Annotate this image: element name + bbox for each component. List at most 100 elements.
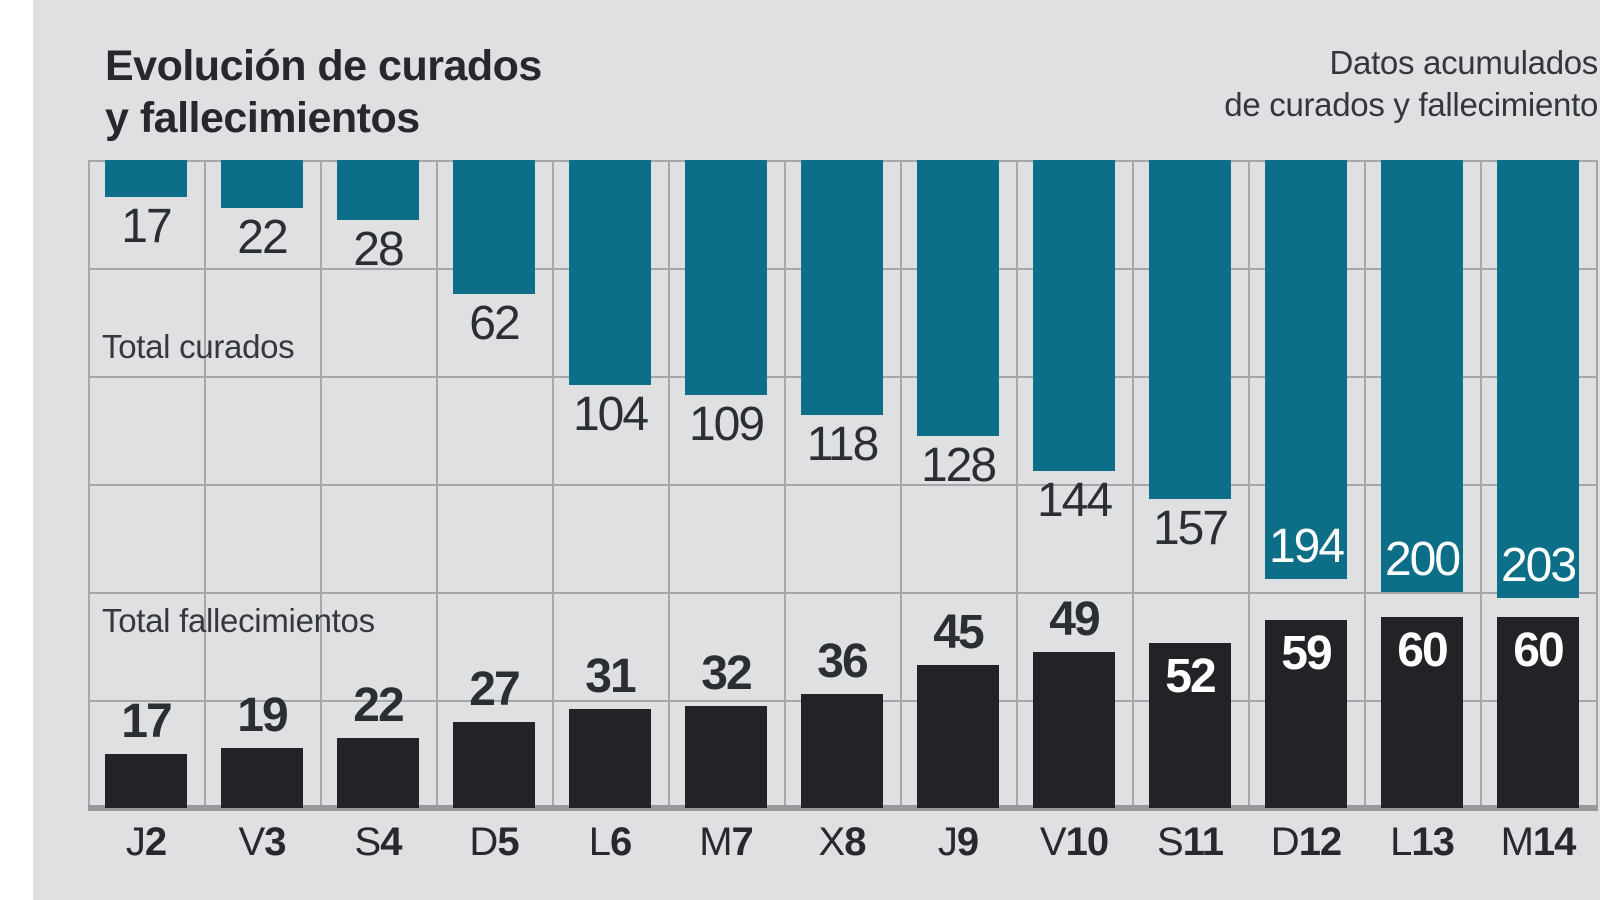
x-axis-label: S4: [320, 820, 436, 865]
x-axis-day-number: 12: [1298, 820, 1342, 864]
x-axis-day-letter: D: [1270, 820, 1300, 864]
bar-curados: [1497, 160, 1579, 598]
bar-fallecimientos: [685, 706, 767, 808]
x-axis-label: D5: [436, 820, 552, 865]
bar-value-label-curados: 118: [806, 418, 880, 471]
bar-fallecimientos: [569, 709, 651, 808]
bar-value-label-curados: 28: [353, 223, 404, 276]
chart-title-line2: y fallecimientos: [105, 94, 420, 143]
x-axis-label: S11: [1132, 820, 1248, 865]
x-axis-label: J9: [900, 820, 1016, 865]
bar-curados: [453, 160, 535, 294]
x-axis-day-letter: X: [818, 820, 846, 864]
bar-curados: [221, 160, 303, 208]
x-axis-label: M14: [1480, 820, 1596, 865]
x-axis-day-letter: J: [125, 820, 146, 864]
x-axis-label: M7: [668, 820, 784, 865]
bar-value-label-curados: 109: [688, 398, 765, 451]
left-margin: [0, 0, 33, 900]
bar-curados: [1381, 160, 1463, 592]
bar-value-label-fallecimientos: 52: [1165, 650, 1216, 703]
bar-value-label-fallecimientos: 31: [585, 650, 636, 703]
bar-value-label-curados: 194: [1268, 520, 1345, 573]
bar-curados: [1033, 160, 1115, 471]
x-axis-day-letter: L: [588, 820, 611, 864]
x-axis-day-number: 10: [1065, 820, 1109, 864]
bar-fallecimientos: [1033, 652, 1115, 808]
bar-fallecimientos: [221, 748, 303, 808]
bar-fallecimientos: [105, 754, 187, 808]
bar-value-label-fallecimientos: 60: [1397, 624, 1448, 677]
x-axis-day-number: 14: [1532, 820, 1576, 864]
x-axis-day-letter: D: [469, 820, 498, 864]
x-axis-day-number: 6: [610, 820, 632, 864]
bar-value-label-fallecimientos: 59: [1281, 627, 1332, 680]
x-axis-baseline: [88, 805, 1598, 811]
bar-value-label-curados: 200: [1384, 533, 1461, 586]
bar-curados: [569, 160, 651, 385]
x-axis-label: D12: [1248, 820, 1364, 865]
x-axis-day-letter: S: [354, 820, 382, 864]
accumulated-data-note: Datos acumulados de curados y fallecimien…: [1224, 42, 1598, 126]
x-axis-label: V10: [1016, 820, 1132, 865]
bar-fallecimientos: [337, 738, 419, 808]
chart-title: Evolución de curados y fallecimientos: [105, 40, 542, 145]
bar-fallecimientos: [453, 722, 535, 808]
bar-value-label-curados: 128: [920, 439, 997, 492]
bar-curados: [801, 160, 883, 415]
bar-fallecimientos: [801, 694, 883, 808]
chart-grid: Total curados Total fallecimientos 17 22 2…: [88, 160, 1598, 811]
x-axis-day-number: 11: [1182, 820, 1224, 864]
note-line2: de curados y fallecimiento: [1224, 86, 1598, 124]
note-line1: Datos acumulados: [1329, 44, 1598, 81]
bar-curados: [685, 160, 767, 395]
bar-curados: [917, 160, 999, 436]
bar-value-label-curados: 17: [121, 200, 172, 253]
x-axis-label: L13: [1364, 820, 1480, 865]
x-axis-day-number: 13: [1411, 820, 1454, 864]
bar-fallecimientos: [1497, 617, 1579, 808]
bar-curados: [337, 160, 419, 220]
x-axis-day-number: 9: [956, 820, 979, 864]
bar-value-label-curados: 22: [237, 211, 288, 264]
bar-value-label-fallecimientos: 36: [817, 635, 868, 688]
x-axis-label: L6: [552, 820, 668, 865]
bar-fallecimientos: [917, 665, 999, 808]
bar-fallecimientos: [1149, 643, 1231, 808]
bar-curados: [105, 160, 187, 197]
x-axis-label: X8: [784, 820, 900, 865]
bar-value-label-fallecimientos: 17: [121, 695, 172, 748]
bar-value-label-fallecimientos: 49: [1049, 593, 1100, 646]
x-axis-day-letter: M: [1500, 820, 1534, 864]
bar-value-label-curados: 203: [1500, 539, 1577, 592]
x-axis-day-letter: S: [1157, 820, 1184, 864]
x-axis-day-letter: L: [1390, 820, 1412, 864]
x-axis-day-number: 7: [731, 820, 754, 864]
x-axis-day-number: 5: [497, 820, 519, 864]
bar-value-label-curados: 62: [469, 297, 520, 350]
x-axis-label: V3: [204, 820, 320, 865]
bar-fallecimientos: [1381, 617, 1463, 808]
bar-curados: [1149, 160, 1231, 499]
x-axis-day-number: 8: [844, 820, 866, 864]
chart-canvas: Evolución de curados y fallecimientos Dat…: [33, 0, 1600, 900]
bar-value-label-fallecimientos: 22: [353, 679, 404, 732]
bar-value-label-curados: 104: [572, 388, 649, 441]
x-axis-label: J2: [88, 820, 204, 865]
bar-value-label-fallecimientos: 45: [933, 606, 984, 659]
series-label-curados: Total curados: [102, 328, 295, 365]
x-axis-day-number: 3: [264, 820, 286, 864]
bar-value-label-fallecimientos: 19: [237, 689, 288, 742]
x-axis-day-letter: V: [238, 820, 266, 864]
bar-value-label-fallecimientos: 32: [701, 647, 752, 700]
x-axis-day-number: 2: [144, 820, 167, 864]
chart-title-line1: Evolución de curados: [105, 42, 542, 90]
series-label-fallecimientos: Total fallecimientos: [102, 602, 375, 639]
x-axis-day-letter: J: [937, 820, 958, 864]
x-axis-day-letter: M: [699, 820, 732, 864]
x-axis-day-number: 4: [380, 820, 402, 864]
bar-value-label-curados: 144: [1036, 474, 1113, 527]
bar-curados: [1265, 160, 1347, 579]
bar-value-label-fallecimientos: 60: [1513, 624, 1564, 677]
